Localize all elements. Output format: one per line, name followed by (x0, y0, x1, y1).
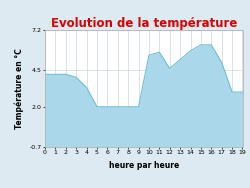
Title: Evolution de la température: Evolution de la température (50, 17, 237, 30)
Y-axis label: Température en °C: Température en °C (14, 48, 24, 129)
X-axis label: heure par heure: heure par heure (108, 161, 179, 170)
